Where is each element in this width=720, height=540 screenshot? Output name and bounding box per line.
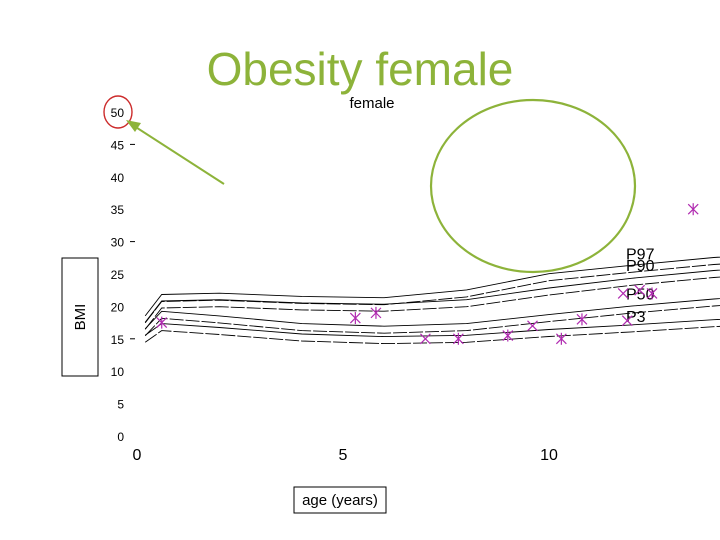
x-tick-label-10: 10 (540, 447, 558, 464)
curve-p97-line-1 (144, 256, 720, 317)
cross-marker-1 (419, 333, 431, 345)
y-tick-label-35: 35 (111, 203, 125, 217)
curve-p90-line-2 (144, 276, 720, 330)
cross-marker-4 (617, 288, 629, 299)
y-tick-label-25: 25 (111, 268, 125, 282)
highlight-circle-50 (103, 95, 133, 129)
curve-p50-line-1 (144, 298, 720, 330)
y-tick-label-30: 30 (111, 236, 125, 250)
asterisk-marker-6 (555, 332, 567, 345)
asterisk-marker-1 (156, 316, 168, 329)
slide-title: Obesity female (206, 43, 514, 95)
y-axis-label: BMI (72, 304, 89, 331)
y-tick-label-15: 15 (111, 333, 125, 347)
y-tick-label-20: 20 (111, 300, 125, 314)
y-tick-label-40: 40 (111, 171, 125, 185)
cross-marker-2 (527, 320, 538, 332)
cross-marker-3 (621, 315, 633, 327)
y-tick-label-45: 45 (111, 138, 125, 152)
curve-p3-line-2 (144, 325, 720, 345)
curve-p97-line-2 (144, 263, 720, 324)
y-tick-label-10: 10 (111, 365, 125, 379)
y-tick-label-50: 50 (111, 106, 125, 120)
obese-cluster-ellipse (429, 98, 637, 274)
y-tick-label-5: 5 (117, 398, 124, 412)
asterisk-marker-2 (349, 312, 361, 325)
y-axis-ticks: 0 5 10 15 20 25 30 35 40 45 50 (111, 106, 135, 444)
asterisk-marker-3 (370, 306, 382, 319)
curve-label-p50: P50 (626, 286, 655, 303)
cross-marker-5 (634, 284, 646, 296)
annotation-arrow-line (130, 123, 225, 185)
x-tick-label-5: 5 (339, 447, 348, 464)
curve-label-p90: P90 (626, 258, 655, 275)
asterisk-marker-17 (646, 287, 658, 300)
data-markers (156, 203, 699, 345)
asterisk-marker-5 (502, 329, 514, 342)
annotation-arrow-head (126, 120, 141, 132)
asterisk-marker-7 (576, 313, 588, 326)
y-axis-label-box (61, 257, 99, 377)
curve-label-p3: P3 (626, 309, 646, 326)
chart-title: female (349, 95, 394, 112)
curve-p50-line-2 (144, 305, 720, 337)
x-axis-label-box (293, 486, 387, 514)
asterisk-marker-4 (452, 332, 464, 345)
curve-p90-line-1 (144, 269, 720, 323)
x-tick-label-0: 0 (133, 447, 142, 464)
x-axis-label: age (years) (302, 492, 378, 509)
curve-label-p97: P97 (626, 246, 655, 263)
y-tick-label-0: 0 (117, 430, 124, 444)
asterisk-marker-16 (687, 203, 699, 216)
